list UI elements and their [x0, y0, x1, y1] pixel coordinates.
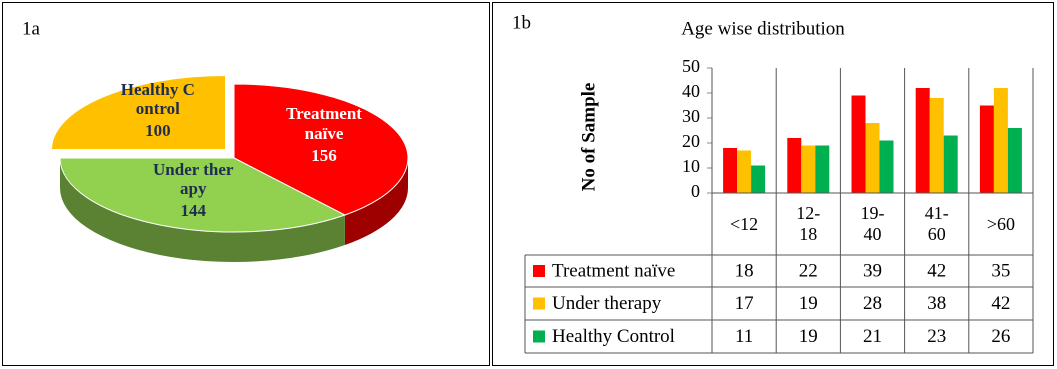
- table-value: 23: [927, 326, 946, 347]
- slice-value-cell: 156: [274, 145, 374, 167]
- category-label-cell: >60: [969, 193, 1033, 255]
- category-label-box: 19-40: [840, 193, 904, 255]
- slice-top: [233, 83, 409, 216]
- slice-label-cell: Under therapy: [143, 156, 243, 202]
- slice-label: Under therapy: [153, 159, 234, 199]
- bar: [929, 98, 944, 193]
- pie-slice: [51, 75, 227, 151]
- category-label-box: 41-60: [905, 193, 969, 255]
- category-label: >60: [986, 213, 1015, 234]
- panel-frame: [492, 2, 1054, 366]
- panel-label: 1b: [512, 12, 531, 33]
- legend-label: Under therapy: [552, 293, 662, 314]
- pie-slice: [59, 157, 347, 262]
- slice-label-box: Healthy Control: [108, 76, 208, 122]
- category-label-cell: 41-60: [905, 193, 969, 255]
- table-value: 17: [735, 293, 754, 314]
- slice-label-box: Treatment naïve: [274, 101, 374, 147]
- legend-swatch: [533, 297, 545, 310]
- bar: [1007, 128, 1022, 193]
- y-tick-label: 20: [682, 131, 700, 151]
- y-axis-title: No of Sample: [578, 83, 599, 192]
- slice-value: 100: [145, 121, 171, 141]
- bar: [879, 140, 894, 193]
- chart-title: Age wise distribution: [681, 18, 845, 39]
- legend-label: Healthy Control: [552, 326, 675, 347]
- table-value: 19: [799, 293, 818, 314]
- y-tick-label: 50: [682, 56, 700, 76]
- slice-value-box: 144: [143, 200, 243, 222]
- y-tick-label: 40: [682, 81, 700, 101]
- table-value: 26: [991, 326, 1010, 347]
- bar: [865, 123, 880, 193]
- table-value: 22: [799, 260, 818, 281]
- slice-value: 156: [311, 146, 337, 166]
- slice-label-box: Under therapy: [143, 156, 243, 202]
- bar: [751, 165, 766, 193]
- slice-label-cell: Treatment naïve: [274, 101, 374, 147]
- table-value: 11: [735, 326, 753, 347]
- table-value: 42: [927, 260, 946, 281]
- table-value: 38: [927, 293, 946, 314]
- category-label-box: >60: [969, 193, 1033, 255]
- bar: [801, 145, 816, 193]
- pie-slice: [233, 83, 409, 246]
- slice-side: [60, 158, 345, 262]
- slice-value-cell: 100: [108, 120, 208, 142]
- slice-value-box: 156: [274, 145, 374, 167]
- panel-frame: [2, 2, 490, 366]
- bar: [723, 148, 738, 193]
- bar: [993, 88, 1008, 193]
- panel-label: 1a: [22, 18, 41, 39]
- legend-swatch: [533, 330, 545, 343]
- slice-value-box: 100: [108, 120, 208, 142]
- legend-label: Treatment naïve: [552, 260, 675, 281]
- category-label-box: <12: [712, 193, 776, 255]
- category-label: 12-18: [796, 203, 821, 244]
- table-value: 19: [799, 326, 818, 347]
- slice-top: [59, 157, 347, 233]
- slice-label: Healthy Control: [120, 79, 195, 119]
- category-label-cell: 12-18: [776, 193, 840, 255]
- slice-side: [344, 158, 408, 246]
- y-tick-label: 30: [682, 106, 700, 126]
- slice-value: 144: [180, 201, 207, 221]
- bar: [915, 88, 930, 193]
- legend-swatch: [533, 265, 545, 277]
- bar: [851, 95, 866, 193]
- bar: [787, 138, 802, 193]
- category-label-box: 12-18: [776, 193, 840, 255]
- slice-label: Treatment naïve: [286, 104, 362, 143]
- y-tick-label: 0: [691, 181, 700, 201]
- table-value: 42: [991, 293, 1010, 314]
- table-value: 39: [863, 260, 882, 281]
- bar: [943, 135, 958, 193]
- table-value: 18: [735, 260, 754, 281]
- slice-label-cell: Healthy Control: [108, 76, 208, 122]
- table-value: 35: [991, 260, 1010, 281]
- table-value: 28: [863, 293, 882, 314]
- bar: [815, 145, 830, 193]
- category-label: <12: [730, 213, 759, 234]
- category-label-cell: 19-40: [840, 193, 904, 255]
- category-label-cell: <12: [712, 193, 776, 255]
- bar: [979, 105, 994, 193]
- slice-value-cell: 144: [143, 200, 243, 222]
- category-label: 19-40: [860, 203, 885, 244]
- y-tick-label: 10: [682, 156, 700, 176]
- category-label: 41-60: [924, 203, 949, 244]
- table-value: 21: [863, 326, 882, 347]
- bar: [737, 150, 752, 193]
- slice-top: [51, 75, 227, 151]
